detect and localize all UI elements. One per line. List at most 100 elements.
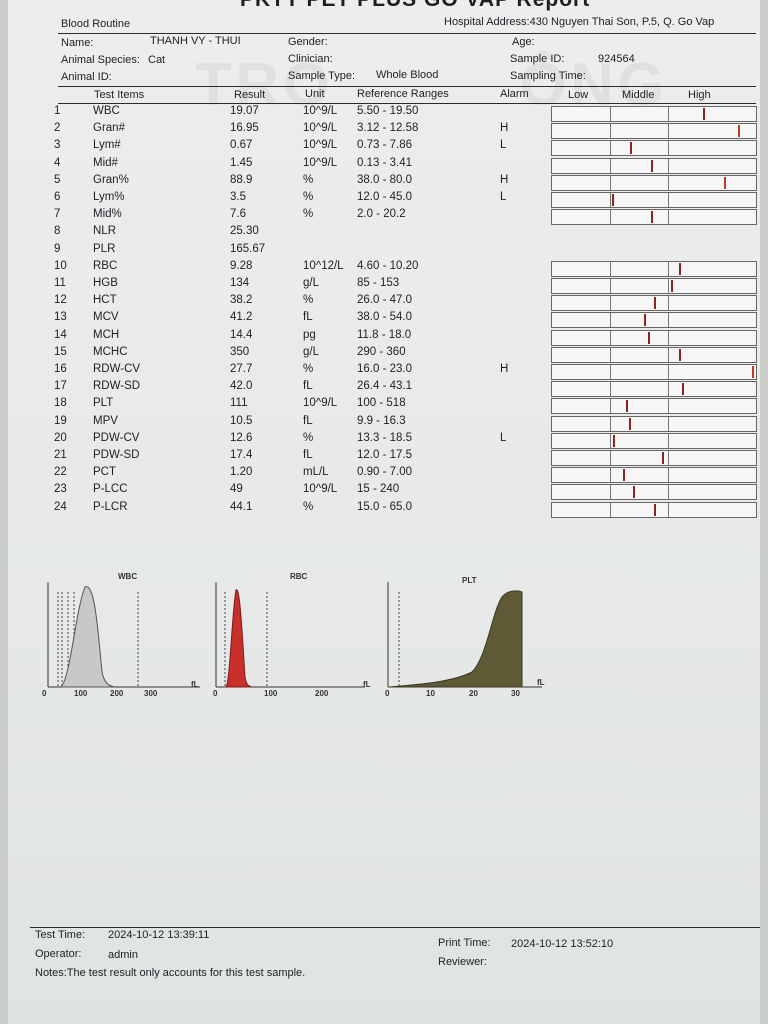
unit: 10^9/L (303, 397, 338, 410)
result-value: 27.7 (230, 363, 253, 375)
reviewer-label: Reviewer: (438, 956, 487, 968)
report-title: PKTY PET PLUS GO VAP Report (240, 0, 590, 12)
animal-id-label: Animal ID: (61, 71, 112, 83)
row-number: 17 (54, 380, 67, 393)
row-number: 15 (54, 345, 67, 358)
col-test-items: Test Items (94, 89, 145, 101)
level-marker (626, 400, 628, 413)
table-row: 3 Lym# 0.67 10^9/L 0.73 - 7.86 L (0, 139, 768, 157)
level-marker (679, 348, 681, 361)
reference-range: 12.0 - 45.0 (357, 191, 412, 203)
level-marker (612, 194, 614, 206)
level-marker (724, 176, 726, 189)
result-value: 165.67 (230, 242, 266, 255)
col-low: Low (568, 89, 589, 101)
unit: g/L (303, 345, 319, 358)
col-result: Result (234, 89, 266, 101)
unit: fL (303, 380, 313, 393)
level-marker (630, 142, 632, 155)
row-number: 11 (54, 277, 66, 289)
unit: 10^9/L (303, 156, 338, 169)
table-row: 6 Lym% 3.5% 12.0 - 45.0 L (0, 191, 768, 209)
unit: pg (303, 328, 316, 341)
alarm-flag: L (500, 139, 507, 152)
test-item: RBC (93, 259, 118, 272)
level-bar (551, 484, 757, 501)
unit: 10^9/L (303, 483, 338, 496)
alarm-flag: L (500, 191, 507, 203)
table-row: 18 PLT 111 10^9/L 100 - 518 (0, 397, 768, 415)
table-row: 22 PCT 1.20 mL/L 0.90 - 7.00 (0, 466, 768, 484)
table-row: 21 PDW-SD 17.4 fL 12.0 - 17.5 (0, 449, 768, 467)
footer-divider (30, 927, 760, 928)
row-number: 4 (54, 156, 61, 169)
reference-range: 12.0 - 17.5 (357, 449, 412, 461)
level-marker (703, 108, 705, 120)
level-marker (679, 262, 681, 275)
sample-type-label: Sample Type: (288, 70, 356, 82)
alarm-flag: L (500, 431, 507, 444)
test-item: MCH (93, 328, 120, 341)
reference-range: 2.0 - 20.2 (357, 208, 406, 221)
table-row: 24 P-LCR 44.1% 15.0 - 65.0 (0, 501, 768, 519)
sample-type-value: Whole Blood (376, 69, 439, 81)
level-marker (633, 486, 635, 499)
reference-range: 15 - 240 (357, 483, 400, 496)
row-number: 13 (54, 311, 67, 324)
row-number: 14 (54, 328, 67, 341)
row-number: 19 (54, 414, 67, 427)
row-number: 10 (54, 259, 67, 272)
test-item: PLT (93, 397, 114, 410)
result-value: 16.95 (230, 122, 259, 135)
notes: Notes:The test result only accounts for … (35, 967, 306, 979)
result-value: 10.5 (230, 414, 253, 427)
sampling-time-label: Sampling Time: (510, 70, 586, 82)
test-item: Lym% (93, 191, 125, 203)
level-bar (551, 192, 757, 208)
reference-range: 38.0 - 80.0 (357, 173, 412, 186)
unit: % (303, 431, 314, 444)
hospital-address: Hospital Address:430 Nguyen Thai Son, P.… (444, 16, 715, 28)
table-row: 13 MCV 41.2 fL 38.0 - 54.0 (0, 311, 768, 329)
level-bar (551, 312, 757, 329)
section-title: Blood Routine (61, 18, 131, 30)
wbc-histogram-label: WBC (118, 572, 138, 581)
level-bar (551, 278, 757, 294)
result-value: 1.20 (230, 466, 253, 479)
reference-range: 0.13 - 3.41 (357, 156, 412, 169)
result-value: 0.67 (230, 139, 253, 152)
table-row: 16 RDW-CV 27.7% 16.0 - 23.0 H (0, 363, 768, 381)
level-bar (551, 106, 757, 122)
test-item: PCT (93, 466, 116, 479)
reference-range: 26.4 - 43.1 (357, 380, 412, 393)
print-time-value: 2024-10-12 13:52:10 (511, 938, 614, 950)
test-time-value: 2024-10-12 13:39:11 (108, 929, 210, 941)
table-row: 8 NLR 25.30 (0, 225, 768, 243)
rbc-histogram: RBC 0 100 200 fL (213, 572, 371, 698)
level-marker (654, 503, 656, 516)
row-number: 20 (54, 431, 67, 444)
reference-range: 5.50 - 19.50 (357, 105, 419, 117)
reference-range: 9.9 - 16.3 (357, 414, 406, 427)
table-row: 5 Gran% 88.9% 38.0 - 80.0 H (0, 174, 768, 192)
table-row: 15 MCHC 350 g/L 290 - 360 (0, 346, 768, 364)
reference-range: 11.8 - 18.0 (357, 328, 412, 341)
test-item: RDW-CV (93, 363, 141, 375)
result-value: 3.5 (230, 191, 246, 203)
level-bar (551, 381, 757, 398)
table-row: 9 PLR 165.67 (0, 243, 768, 261)
level-bar (551, 260, 757, 277)
unit: % (303, 191, 314, 203)
sample-id-value: 924564 (598, 53, 635, 65)
test-item: WBC (93, 105, 120, 117)
info-divider (58, 86, 756, 87)
unit: fL (303, 414, 313, 427)
test-item: MCHC (93, 345, 128, 358)
unit: 10^12/L (303, 259, 344, 272)
level-bar (551, 398, 757, 415)
row-number: 7 (54, 208, 61, 221)
operator-label: Operator: (35, 948, 82, 960)
level-bar (551, 432, 757, 449)
reference-range: 3.12 - 12.58 (357, 122, 419, 135)
unit: % (303, 363, 314, 375)
